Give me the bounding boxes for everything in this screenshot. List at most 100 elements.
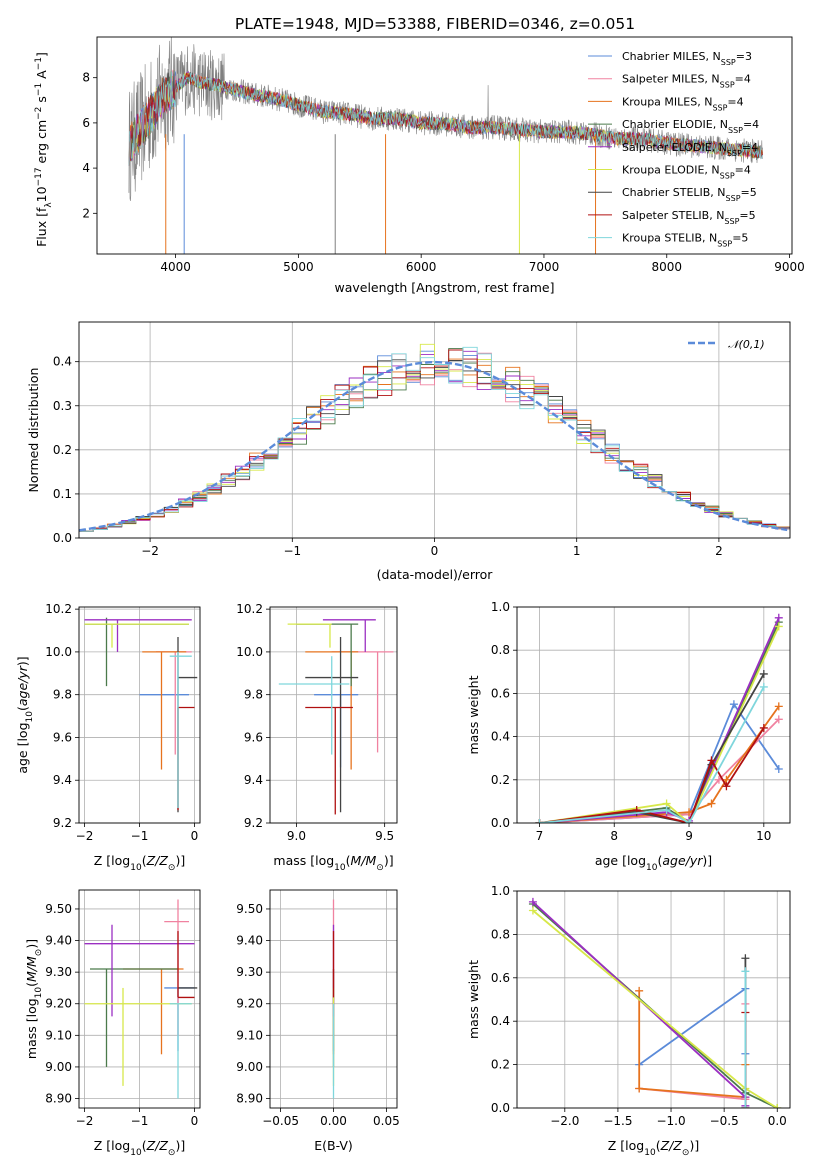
y-tick-label: 0.4 xyxy=(53,355,72,369)
y-tick-label: 0.4 xyxy=(491,730,510,744)
mass-weight-marker xyxy=(535,819,544,823)
age-vs-mass-panel: 9.0 9.5 9.2 9.4 9.6 9.8 10.0 10.2 mass [log10(M/… xyxy=(236,602,398,873)
x-tick-label: 8000 xyxy=(651,260,682,274)
y-tick-label: 0.8 xyxy=(491,643,510,657)
plot-area xyxy=(128,37,763,254)
mass-weight-marker xyxy=(774,702,783,711)
y-tick-label: 0.2 xyxy=(491,773,510,787)
plot-area xyxy=(535,613,783,823)
y-tick-label: 10.2 xyxy=(236,602,263,616)
legend-label: Salpeter ELODIE, NSSP=4 xyxy=(622,141,758,158)
mass-weight-marker xyxy=(741,967,750,976)
x-tick-label: 9000 xyxy=(774,260,805,274)
mass-weight-line xyxy=(539,686,765,823)
mass-weight-marker xyxy=(707,756,716,765)
mass-vs-ebv-panel: −0.05 0.00 0.05 8.90 9.00 9.10 9.20 9.30 9.40 9.5… xyxy=(236,889,400,1153)
legend-label: Salpeter MILES, NSSP=4 xyxy=(622,73,751,90)
y-axis-label: mass [log10(M/M⊙)] xyxy=(24,939,44,1059)
mass-weight-marker xyxy=(774,613,783,622)
y-tick-label: 8 xyxy=(82,71,90,85)
y-tick-label: 0.6 xyxy=(491,971,510,985)
x-tick-label: 0 xyxy=(191,829,199,843)
x-tick-label: 9 xyxy=(685,829,693,843)
residual-histogram-8 xyxy=(79,346,790,532)
x-tick-label: 4000 xyxy=(160,260,191,274)
mass-weight-marker xyxy=(774,622,783,631)
y-tick-label: 0.6 xyxy=(491,686,510,700)
x-tick-label: 10 xyxy=(756,829,771,843)
y-tick-label: 0.4 xyxy=(491,1014,510,1028)
y-axis-label: Normed distribution xyxy=(26,368,41,493)
y-tick-label: 1.0 xyxy=(491,600,510,614)
mass-weight-marker xyxy=(714,775,723,784)
x-tick-label: −1 xyxy=(131,829,149,843)
x-tick-label: 2 xyxy=(715,544,723,558)
residuals-panel: −2 −1 0 1 2 0.0 0.1 0.2 0.3 0.4 𝒩(0,1) (data-model)… xyxy=(26,321,791,582)
x-axis-label: Z [log10(Z/Z⊙)] xyxy=(608,1138,699,1158)
y-tick-label: 0.3 xyxy=(53,399,72,413)
y-tick-label: 9.8 xyxy=(53,688,72,702)
mass-weight-marker xyxy=(685,819,694,823)
age-vs-metallicity-panel: −2 −1 0 9.2 9.4 9.6 9.8 10.0 10.2 Z [log10(Z/Z⊙)]… xyxy=(15,602,201,873)
mass-weight-marker xyxy=(774,715,783,724)
mass-weight-marker xyxy=(741,1104,750,1108)
x-axis-label: Z [log10(Z/Z⊙)] xyxy=(94,853,185,873)
y-tick-label: 9.40 xyxy=(236,934,263,948)
x-tick-label: −2 xyxy=(141,544,159,558)
mass-weight-marker xyxy=(759,669,768,678)
mass-weight-line xyxy=(539,617,780,823)
y-tick-label: 0.0 xyxy=(491,816,510,830)
axes-frame xyxy=(516,890,791,1109)
x-tick-label: 0 xyxy=(431,544,439,558)
legend-label: Chabrier MILES, NSSP=3 xyxy=(622,50,752,67)
y-tick-label: 9.2 xyxy=(244,816,263,830)
y-tick-label: 9.50 xyxy=(236,902,263,916)
y-tick-label: 10.0 xyxy=(45,645,72,659)
y-tick-label: 10.0 xyxy=(236,645,263,659)
x-axis-label: wavelength [Angstrom, rest frame] xyxy=(334,280,554,295)
x-axis-label: Z [log10(Z/Z⊙)] xyxy=(94,1138,185,1158)
legend-label: Chabrier STELIB, NSSP=5 xyxy=(622,186,757,203)
y-tick-label: 8.90 xyxy=(236,1092,263,1106)
mass-weight-line xyxy=(639,1003,747,1101)
y-tick-label: 2 xyxy=(82,206,90,220)
mass-weight-marker xyxy=(635,1084,644,1093)
y-tick-label: 4 xyxy=(82,161,90,175)
y-axis-label: Flux [fλ10−17 erg cm−2 s−1 A−1] xyxy=(34,52,54,247)
mass-weight-marker xyxy=(528,897,537,906)
y-tick-label: 9.30 xyxy=(45,965,72,979)
plot-area xyxy=(84,899,198,1099)
x-tick-label: 0 xyxy=(191,1114,199,1128)
mass-weight-marker xyxy=(528,906,537,915)
y-tick-label: 9.4 xyxy=(244,773,263,787)
x-tick-label: 0.0 xyxy=(768,1114,787,1128)
x-axis-label: age [log10(age/yr)] xyxy=(595,853,712,873)
mass-weight-line xyxy=(539,727,765,823)
legend-label: 𝒩(0,1) xyxy=(728,338,765,351)
weight-vs-metallicity-panel: −2.0 −1.5 −1.0 −0.5 0.0 0.0 0.2 0.4 0.6 0.8 1.0 Z [… xyxy=(466,884,791,1158)
y-tick-label: 9.00 xyxy=(45,1060,72,1074)
x-tick-label: 9.0 xyxy=(287,829,306,843)
mass-weight-marker xyxy=(741,954,750,963)
mass-weight-marker xyxy=(635,986,644,995)
x-tick-label: 1 xyxy=(573,544,581,558)
mass-weight-marker xyxy=(685,808,694,817)
x-tick-label: 5000 xyxy=(283,260,314,274)
plot-area xyxy=(528,897,782,1108)
y-tick-label: 9.00 xyxy=(236,1060,263,1074)
x-tick-label: 6000 xyxy=(406,260,437,274)
y-tick-label: 9.20 xyxy=(236,997,263,1011)
y-tick-label: 0.0 xyxy=(53,531,72,545)
plot-area xyxy=(84,617,198,813)
gaussian-curve xyxy=(79,360,788,532)
x-tick-label: −2 xyxy=(76,829,94,843)
figure-title: PLATE=1948, MJD=53388, FIBERID=0346, z=0… xyxy=(235,15,635,33)
legend-label: Kroupa STELIB, NSSP=5 xyxy=(622,232,748,249)
mass-weight-marker xyxy=(759,682,768,691)
legend-label: Salpeter STELIB, NSSP=5 xyxy=(622,209,756,226)
axes-frame xyxy=(78,606,201,824)
y-tick-label: 9.4 xyxy=(53,773,72,787)
y-tick-label: 9.40 xyxy=(45,934,72,948)
y-tick-label: 6 xyxy=(82,116,90,130)
legend-label: Chabrier ELODIE, NSSP=4 xyxy=(622,118,759,135)
